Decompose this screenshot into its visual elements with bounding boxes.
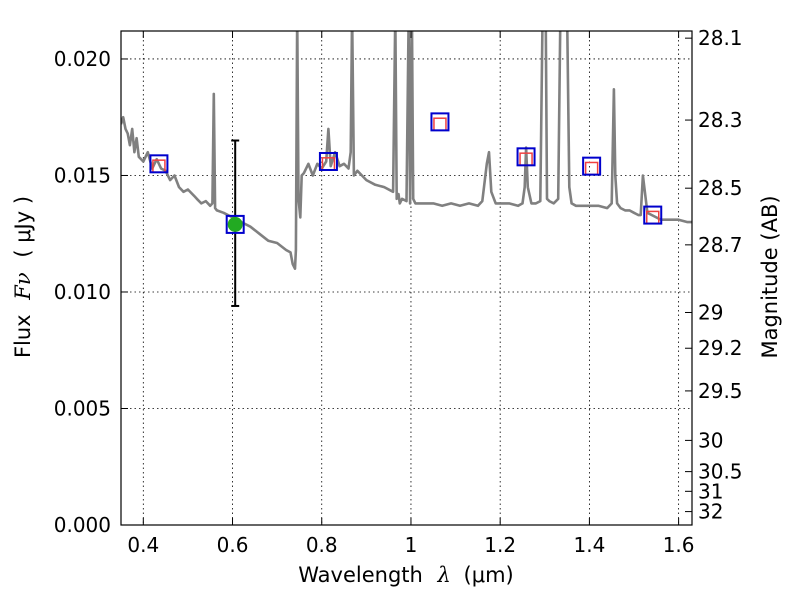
x-tick-label: 1.4 <box>573 533 605 557</box>
y2-tick-label: 28.7 <box>698 233 743 257</box>
model-spectrum <box>121 31 692 271</box>
x-axis-title-symbol: λ <box>437 563 451 587</box>
y-tick-label: 0.005 <box>54 396 111 420</box>
y2-axis-title: Magnitude (AB) <box>758 195 782 358</box>
observed-photometry-point <box>225 214 245 234</box>
y2-tick-label: 28.1 <box>698 26 743 50</box>
y-tick-label: 0.015 <box>54 163 111 187</box>
y-axis-title-text: Flux <box>11 314 35 358</box>
spectrum-line <box>121 31 692 271</box>
y-axis-title-unit: ( μJy ) <box>11 196 35 258</box>
detection-point <box>227 216 243 232</box>
observed-photometry-point <box>430 112 450 132</box>
x-tick-label: 0.4 <box>127 533 159 557</box>
x-axis-title-text: Wavelength <box>298 563 423 587</box>
model-photometry-point <box>433 117 447 131</box>
x-axis-title-unit: (μm) <box>464 563 514 587</box>
x-tick-label: 0.6 <box>217 533 249 557</box>
x-tick-label: 1.2 <box>484 533 516 557</box>
observed-photometry-point <box>582 156 602 176</box>
observed-photometry-point <box>516 147 536 167</box>
x-axis: 0.4 0.6 0.8 1 1.2 1.4 1.6 <box>127 31 695 557</box>
y-tick-label: 0.020 <box>54 47 111 71</box>
y-axis-title: Flux Fν ( μJy ) <box>11 196 35 358</box>
y-tick-label: 0.000 <box>54 513 111 537</box>
y-tick-label: 0.010 <box>54 280 111 304</box>
x-tick-label: 1.6 <box>663 533 695 557</box>
y2-tick-label: 29 <box>698 300 723 324</box>
model-photometry-point <box>584 161 599 176</box>
y2-tick-label: 30.5 <box>698 460 743 484</box>
y2-tick-label: 28.3 <box>698 108 743 132</box>
x-tick-label: 0.8 <box>306 533 338 557</box>
observed-photometry-point <box>149 154 169 174</box>
x-axis-title: Wavelength λ (μm) <box>298 563 513 587</box>
x-tick-label: 1 <box>405 533 418 557</box>
y2-tick-label: 29.2 <box>698 336 743 360</box>
y-axis-title-symbol: Fν <box>11 272 35 301</box>
y2-tick-label: 32 <box>698 500 723 524</box>
y-axis: 0.000 0.005 0.010 0.015 0.020 <box>54 47 128 537</box>
y2-tick-label: 30 <box>698 428 723 452</box>
y2-tick-label: 29.5 <box>698 379 743 403</box>
y2-tick-label: 28.5 <box>698 176 743 200</box>
observed-photometry-point <box>643 205 663 225</box>
plot-frame <box>120 30 693 526</box>
observed-photometry-point <box>318 151 338 171</box>
y2-tick-label: 31 <box>698 479 723 503</box>
photometry-markers <box>149 112 663 307</box>
